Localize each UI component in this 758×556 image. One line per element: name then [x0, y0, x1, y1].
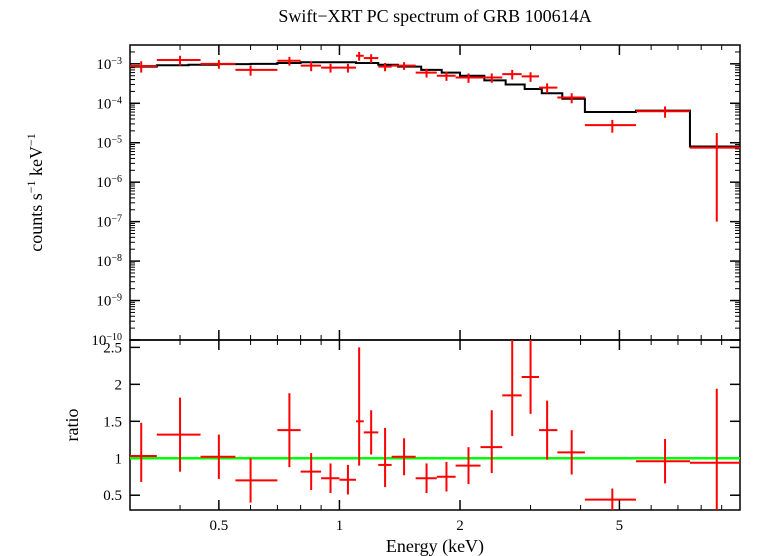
y-top-tick-label: 10−5 [96, 134, 122, 152]
y-bottom-axis-label: ratio [62, 409, 82, 442]
model-step-line [130, 62, 740, 146]
top-plot-content [130, 52, 740, 222]
y-top-tick-label: 10−3 [96, 55, 122, 73]
chart-title: Swift−XRT PC spectrum of GRB 100614A [278, 6, 591, 26]
y-bottom-tick-label: 0.5 [103, 488, 122, 504]
x-tick-label: 2 [456, 518, 464, 534]
y-bottom-tick-label: 2 [115, 377, 123, 393]
bottom-plot-frame [130, 340, 740, 510]
y-bottom-tick-label: 2.5 [103, 340, 122, 356]
x-tick-label: 5 [616, 518, 624, 534]
top-plot-frame [130, 45, 740, 340]
x-tick-label: 0.5 [209, 518, 228, 534]
y-top-tick-label: 10−9 [96, 292, 122, 310]
chart-container: Swift−XRT PC spectrum of GRB 100614A 0.5 1… [0, 0, 758, 556]
y-top-tick-label: 10−6 [96, 174, 122, 192]
y-top-tick-label: 10−8 [96, 253, 122, 271]
y-top-axis-label: counts s−1 keV−1 [24, 133, 46, 252]
y-top-tick-label: 10−7 [96, 213, 122, 231]
x-tick-label: 1 [336, 518, 344, 534]
y-bottom-tick-label: 1.5 [103, 414, 122, 430]
bottom-plot-content [130, 336, 740, 522]
spectrum-chart: Swift−XRT PC spectrum of GRB 100614A 0.5 1… [0, 0, 758, 556]
y-bottom-tick-label: 1 [115, 451, 123, 467]
y-top-tick-label: 10−4 [96, 95, 122, 113]
x-axis-label: Energy (keV) [386, 536, 484, 556]
